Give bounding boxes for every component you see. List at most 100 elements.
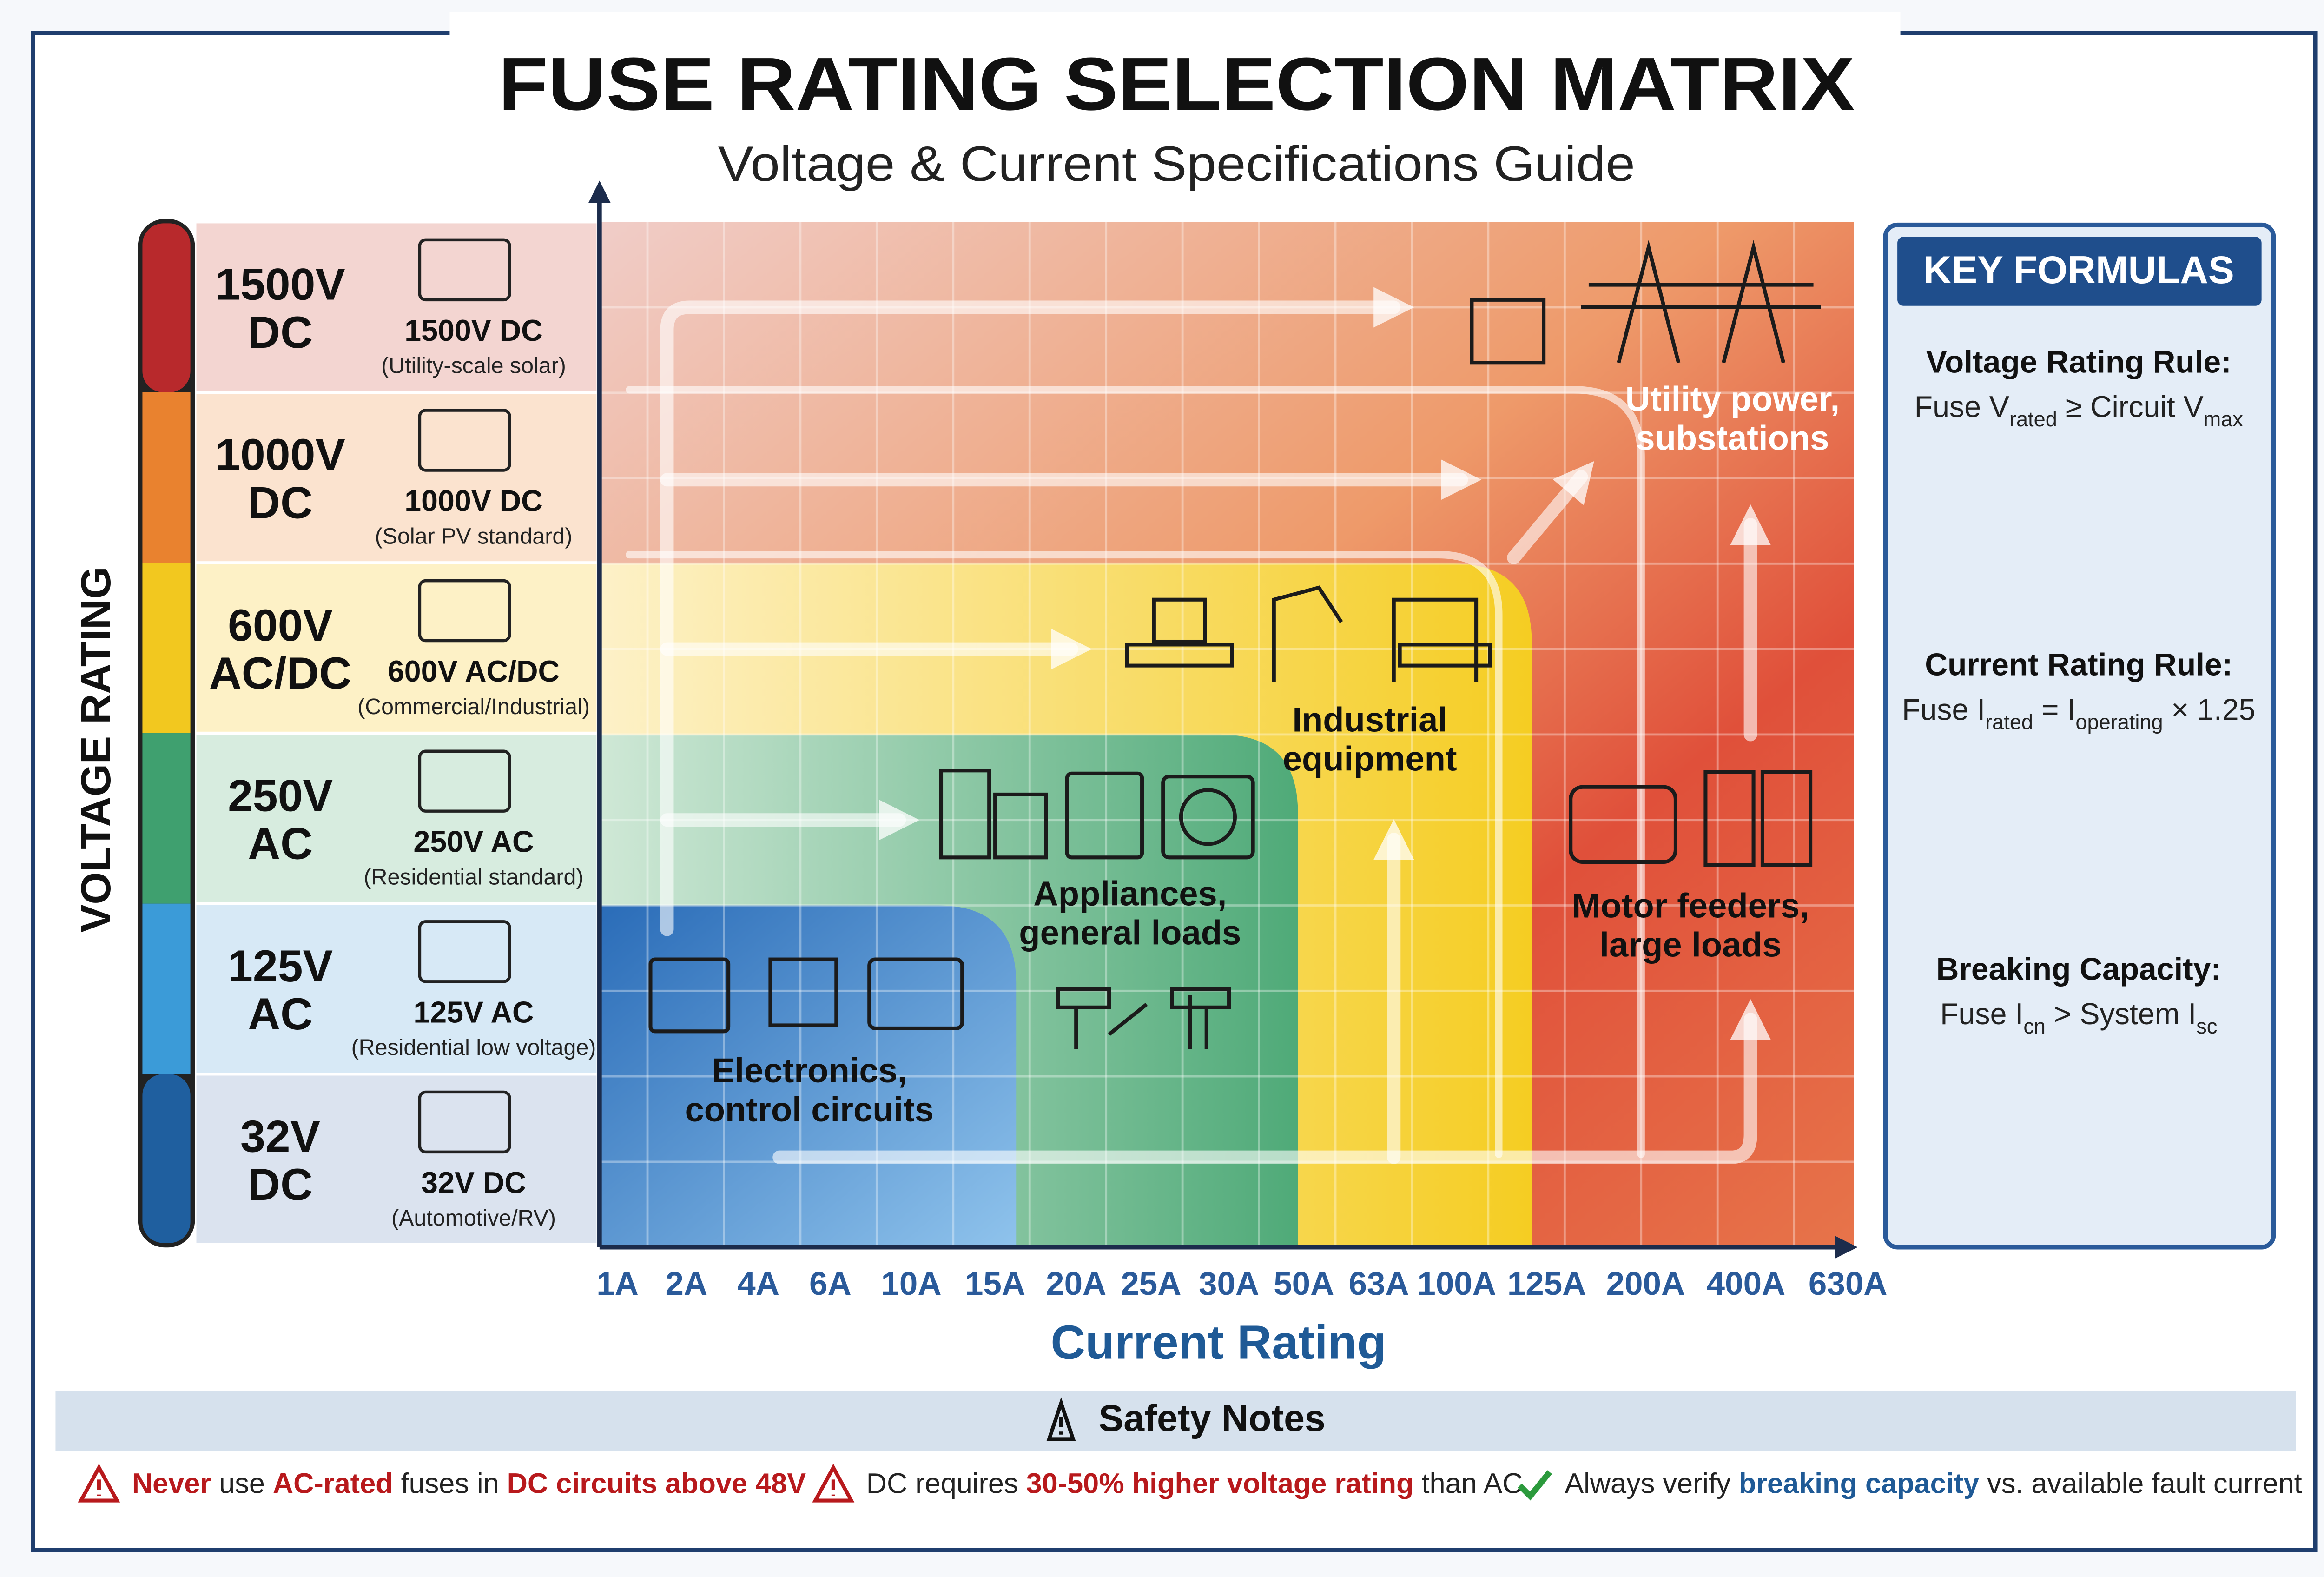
safety-note: Never use AC-rated fuses in DC circuits … xyxy=(132,1468,806,1499)
row-voltage: 250V xyxy=(228,770,333,821)
formula-text: = I xyxy=(2033,693,2075,727)
voltage-bar-segment xyxy=(142,223,191,392)
row-note: (Residential low voltage) xyxy=(351,1035,596,1060)
row-note: (Commercial/Industrial) xyxy=(357,694,590,719)
formula-text: Fuse I xyxy=(1902,693,1985,727)
formula-subscript: rated xyxy=(1985,710,2033,734)
safety-note-part: DC circuits above 48V xyxy=(507,1468,806,1499)
row-label: 600V AC/DC xyxy=(388,655,560,688)
row-label: 125V AC xyxy=(413,995,534,1029)
x-tick-label: 1A xyxy=(596,1266,639,1302)
row-panel xyxy=(196,394,597,562)
formula-heading: Voltage Rating Rule: xyxy=(1926,345,2232,379)
safety-note-part: vs. available fault current xyxy=(1979,1468,2302,1499)
row-type: DC xyxy=(248,307,313,358)
row-type: AC xyxy=(248,989,313,1039)
formula: Fuse Icn > System Isc xyxy=(1940,997,2217,1038)
check-icon xyxy=(1518,1470,1552,1501)
x-tick-label: 50A xyxy=(1274,1266,1334,1302)
zone-label: Motor feeders, xyxy=(1572,887,1809,925)
x-tick-label: 25A xyxy=(1121,1266,1181,1302)
row-label: 32V DC xyxy=(421,1166,526,1199)
zone-label: Appliances, xyxy=(1033,875,1227,913)
safety-note-part: than AC xyxy=(1413,1468,1523,1499)
formula-text: Fuse V xyxy=(1915,390,2009,424)
x-tick-label: 20A xyxy=(1046,1266,1106,1302)
x-tick-label: 400A xyxy=(1707,1266,1786,1302)
zone-label: large loads xyxy=(1599,925,1781,964)
row-type: DC xyxy=(248,477,313,528)
row-icon xyxy=(418,579,511,643)
x-tick-label: 4A xyxy=(737,1266,779,1302)
formulas-panel xyxy=(1883,222,2276,1250)
voltage-bar-segment xyxy=(142,1074,191,1243)
row-panel xyxy=(196,223,597,391)
voltage-bar-segment xyxy=(142,733,191,904)
row-icon xyxy=(418,238,511,302)
zone-label: general loads xyxy=(1019,914,1241,952)
safety-note-part: Never xyxy=(132,1468,211,1499)
row-voltage: 1000V xyxy=(215,430,345,480)
flow-arrows xyxy=(626,287,1771,1164)
row-type: DC xyxy=(248,1160,313,1210)
formula-subscript: sc xyxy=(2196,1015,2217,1039)
safety-title: Safety Notes xyxy=(1099,1398,1326,1439)
safety-note-part: fuses in xyxy=(393,1468,507,1499)
row-type: AC xyxy=(248,819,313,869)
safety-note-part: DC requires xyxy=(866,1468,1026,1499)
safety-note-part: Always verify xyxy=(1565,1468,1738,1499)
y-axis-label: VOLTAGE RATING xyxy=(73,567,119,933)
row-panel xyxy=(196,735,597,902)
zone-label: equipment xyxy=(1283,740,1457,778)
row-voltage: 32V xyxy=(240,1112,320,1162)
formula-text: × 1.25 xyxy=(2163,693,2256,727)
zone-label: Utility power, xyxy=(1625,380,1840,418)
formula-heading: Breaking Capacity: xyxy=(1936,952,2221,987)
warning-icon xyxy=(812,1464,855,1503)
subtitle: Voltage & Current Specifications Guide xyxy=(718,136,1635,192)
row-label: 1000V DC xyxy=(404,484,542,517)
warning-icon xyxy=(1046,1397,1076,1441)
voltage-bar-segment xyxy=(142,903,191,1074)
row-icon xyxy=(418,749,511,813)
x-tick-label: 2A xyxy=(666,1266,708,1302)
safety-note-part: AC-rated xyxy=(273,1468,393,1499)
formula-heading: Current Rating Rule: xyxy=(1925,648,2232,682)
formula-subscript: cn xyxy=(2023,1015,2046,1039)
row-icon xyxy=(418,1090,511,1154)
x-tick-label: 200A xyxy=(1606,1266,1685,1302)
row-note: (Residential standard) xyxy=(363,865,583,890)
safety-note-part: 30-50% higher voltage rating xyxy=(1026,1468,1414,1499)
row-panel xyxy=(196,564,597,732)
zone-label: substations xyxy=(1636,419,1829,457)
formulas-title: KEY FORMULAS xyxy=(1923,248,2234,292)
row-label: 1500V DC xyxy=(404,314,542,347)
safety-note: DC requires 30-50% higher voltage rating… xyxy=(866,1468,1523,1499)
formula-subscript: rated xyxy=(2009,408,2057,431)
x-tick-label: 30A xyxy=(1199,1266,1259,1302)
x-tick-label: 63A xyxy=(1348,1266,1409,1302)
title: FUSE RATING SELECTION MATRIX xyxy=(498,42,1855,126)
formula: Fuse Vrated ≥ Circuit Vmax xyxy=(1915,390,2244,431)
row-voltage: 600V xyxy=(228,600,333,650)
row-note: (Solar PV standard) xyxy=(375,523,573,549)
title-bg xyxy=(449,12,1901,132)
warning-icon xyxy=(78,1464,120,1503)
row-icon xyxy=(418,409,511,472)
formulas-title-bg xyxy=(1897,237,2262,306)
x-tick-label: 6A xyxy=(809,1266,852,1302)
voltage-bar-segment xyxy=(142,563,191,734)
x-tick-label: 125A xyxy=(1507,1266,1586,1302)
row-voltage: 125V xyxy=(228,941,333,991)
row-type: AC/DC xyxy=(209,648,351,698)
x-tick-label: 630A xyxy=(1809,1266,1888,1302)
formula: Fuse Irated = Ioperating × 1.25 xyxy=(1902,693,2256,734)
zone-label: Industrial xyxy=(1292,701,1447,739)
safety-band xyxy=(55,1391,2296,1451)
formula-subscript: operating xyxy=(2075,710,2163,734)
x-tick-label: 10A xyxy=(881,1266,941,1302)
formula-text: ≥ Circuit V xyxy=(2057,390,2204,424)
